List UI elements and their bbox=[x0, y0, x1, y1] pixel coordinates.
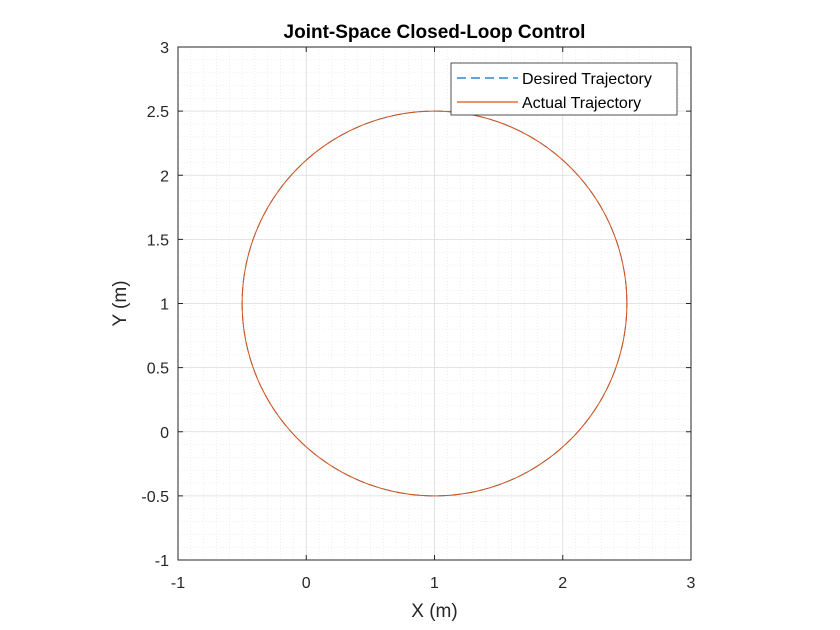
tick-marks bbox=[177, 46, 692, 561]
x-tick-label: 3 bbox=[687, 575, 696, 592]
y-tick-labels: -1 -0.5 0 0.5 1 1.5 2 2.5 3 bbox=[141, 40, 169, 570]
x-tick-labels: -1 0 1 2 3 bbox=[171, 575, 696, 592]
y-tick-label: -1 bbox=[155, 553, 169, 570]
series-layer bbox=[241, 110, 628, 497]
x-tick-label: 0 bbox=[302, 575, 311, 592]
y-tick-label: 0.5 bbox=[147, 361, 169, 378]
x-tick-label: -1 bbox=[171, 575, 185, 592]
x-tick-label: 1 bbox=[430, 575, 439, 592]
y-tick-label: 0 bbox=[160, 425, 169, 442]
series-actual-trajectory bbox=[241, 110, 628, 497]
y-axis-label: Y (m) bbox=[110, 280, 131, 326]
x-tick-label: 2 bbox=[558, 575, 567, 592]
legend: Desired Trajectory Actual Trajectory bbox=[450, 62, 678, 116]
x-axis-label: X (m) bbox=[411, 601, 457, 622]
legend-box bbox=[450, 62, 678, 116]
y-tick-label: 1.5 bbox=[147, 232, 169, 249]
y-tick-label: 3 bbox=[160, 40, 169, 57]
y-tick-label: -0.5 bbox=[141, 489, 169, 506]
legend-label-actual: Actual Trajectory bbox=[522, 95, 641, 112]
y-tick-label: 2.5 bbox=[147, 104, 169, 121]
chart-title: Joint-Space Closed-Loop Control bbox=[284, 22, 586, 43]
y-tick-label: 2 bbox=[160, 168, 169, 185]
y-tick-label: 1 bbox=[160, 297, 169, 314]
legend-label-desired: Desired Trajectory bbox=[522, 71, 652, 88]
